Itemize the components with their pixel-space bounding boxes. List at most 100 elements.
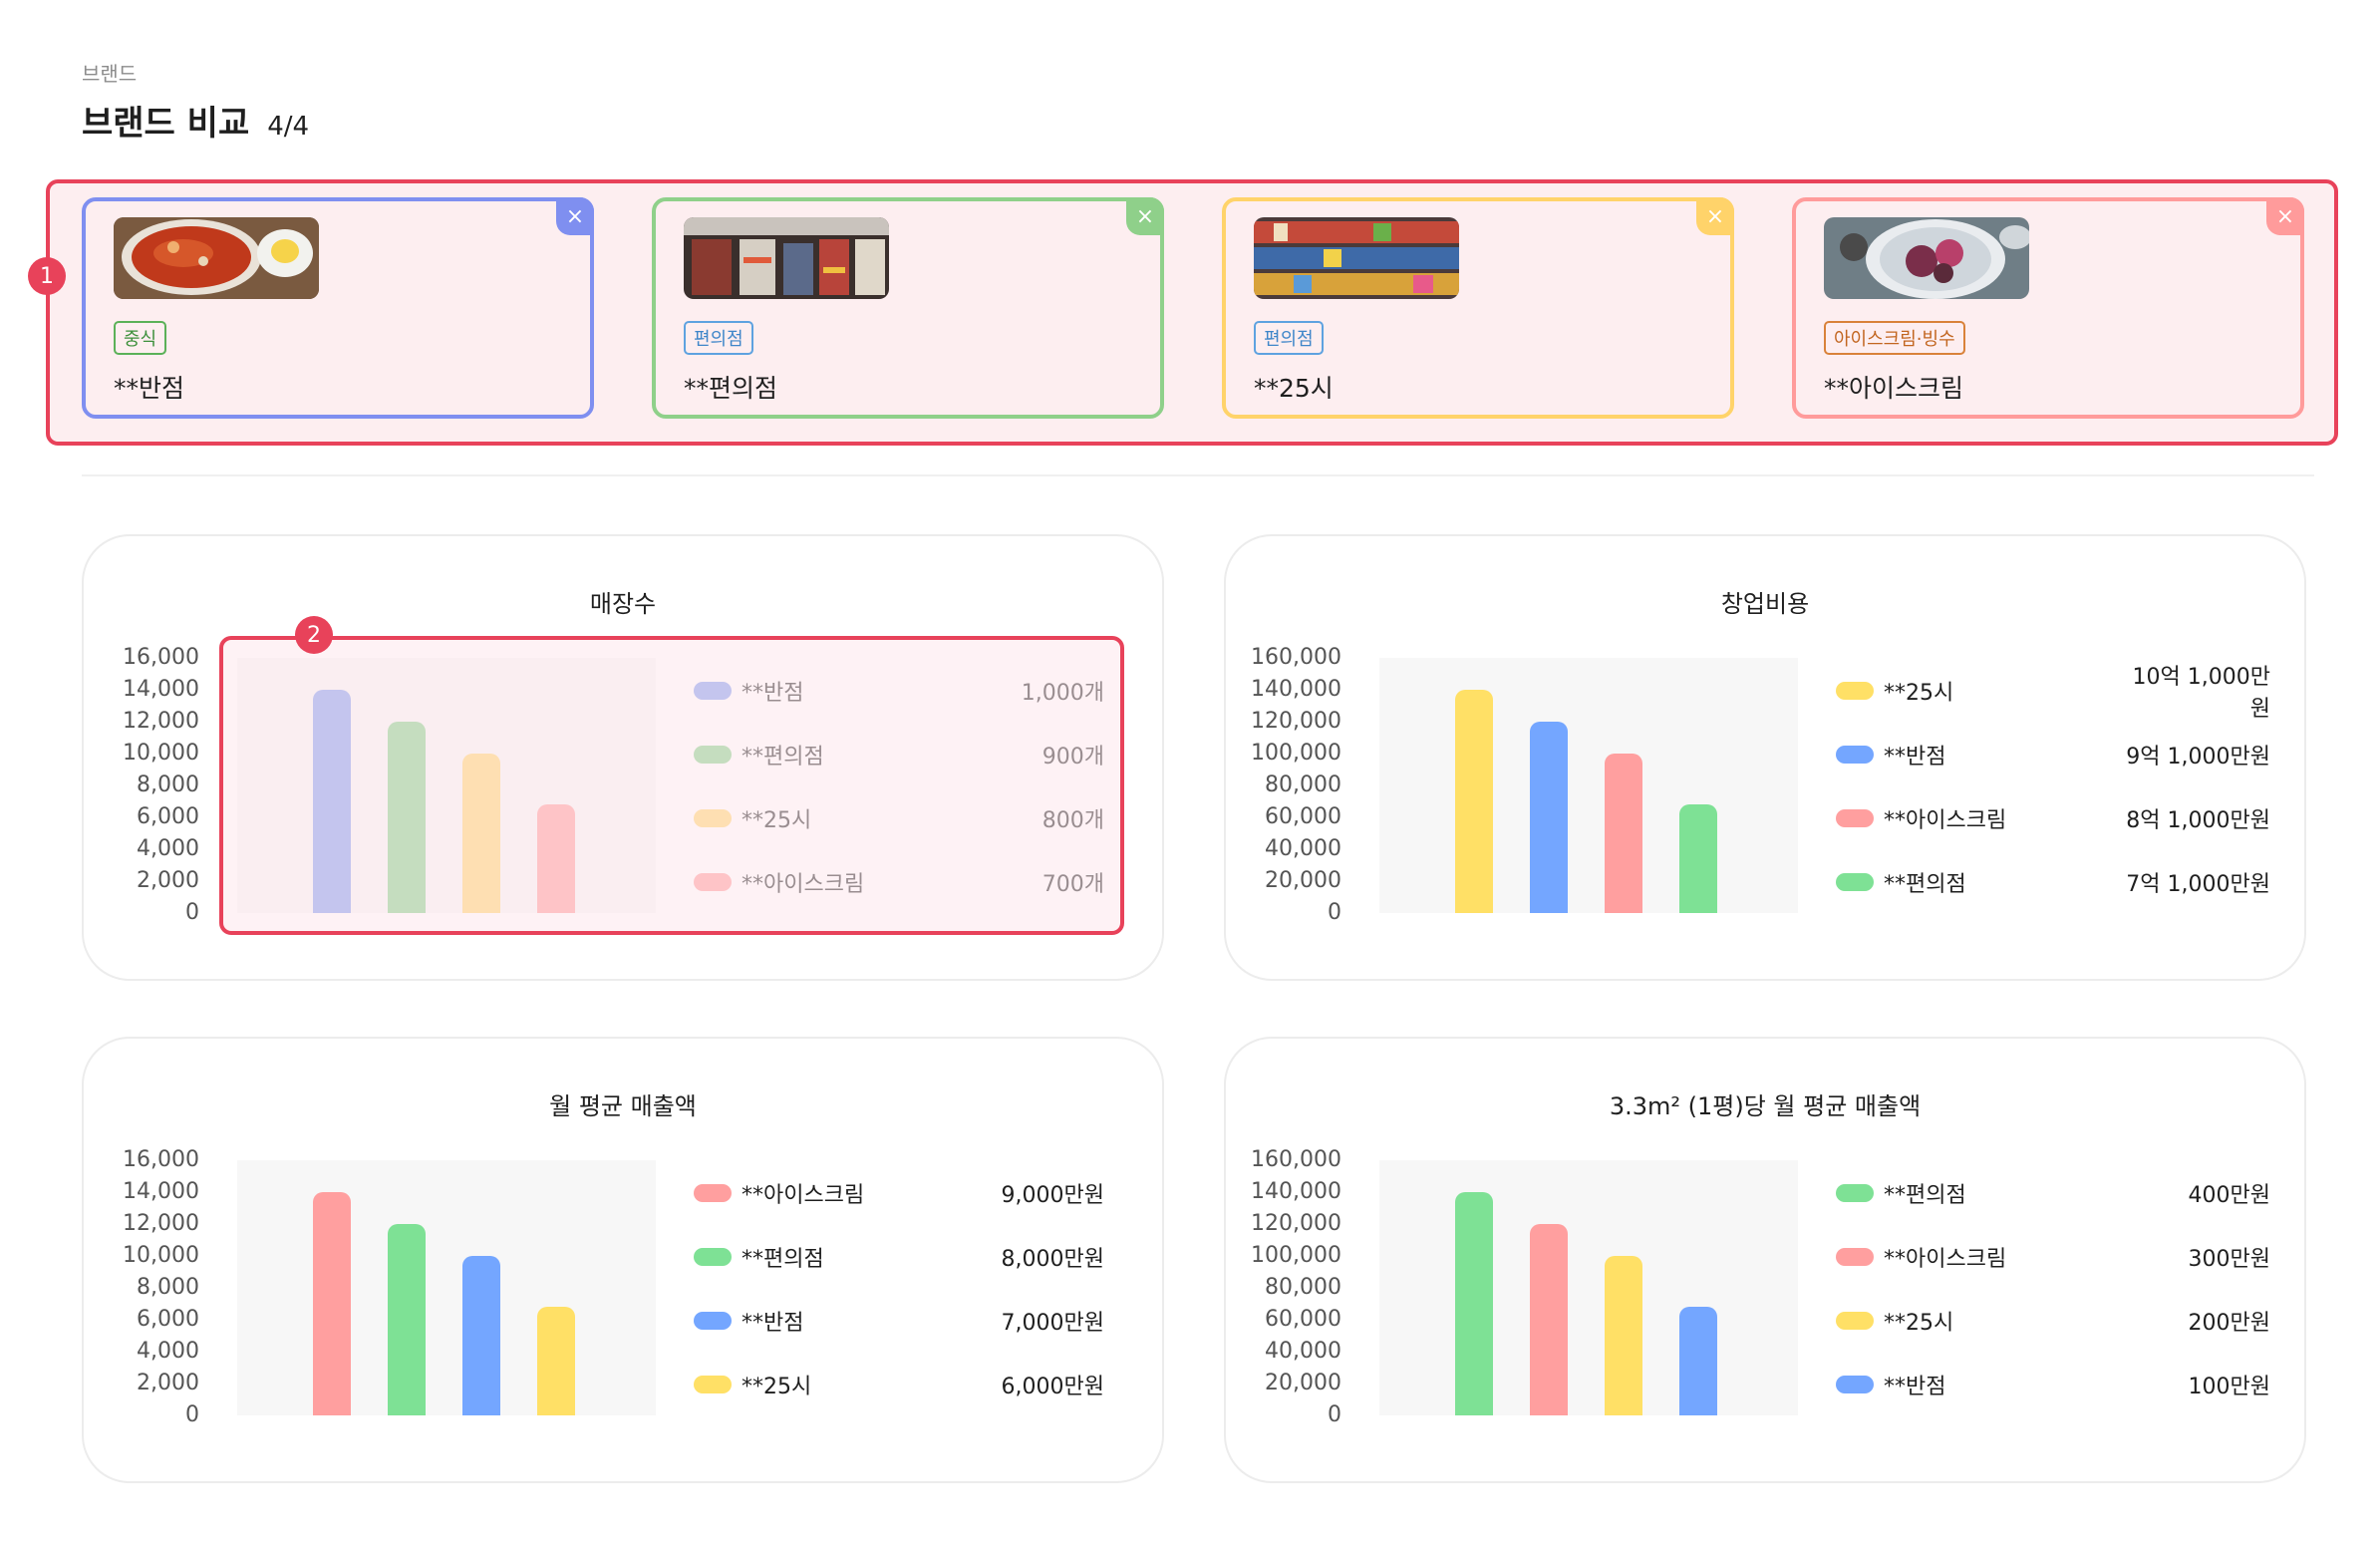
y-tick-label: 20,000 [1265, 868, 1341, 893]
chart-title: 창업비용 [1720, 590, 1810, 618]
close-icon[interactable]: × [1696, 197, 1734, 235]
y-tick-label: 14,000 [123, 1179, 199, 1204]
y-tick-label: 8,000 [137, 772, 199, 797]
legend-label: **편의점 [742, 1247, 824, 1272]
plot-area [1379, 658, 1798, 913]
legend-item: **반점 7,000만원 [694, 1306, 1104, 1336]
brand-card[interactable]: 편의점 **25시 × [1222, 197, 1734, 419]
legend-swatch [1836, 1376, 1874, 1393]
annotation-highlight-2 [219, 636, 1124, 935]
y-tick-label: 40,000 [1265, 836, 1341, 861]
y-tick-label: 4,000 [137, 1339, 199, 1364]
legend-swatch [1836, 1184, 1874, 1202]
y-tick-label: 8,000 [137, 1275, 199, 1300]
breadcrumb: 브랜드 [82, 62, 138, 86]
bar[interactable] [1455, 690, 1493, 913]
brand-category-tag: 편의점 [684, 321, 753, 355]
chart-card-monthly-sales: 월 평균 매출액 16,000 14,000 12,000 10,000 8,000 6,… [82, 1037, 1164, 1483]
legend-value: 9,000만원 [1001, 1183, 1104, 1208]
legend-label: **아이스크림 [1884, 1247, 2007, 1272]
close-icon[interactable]: × [556, 197, 594, 235]
legend-swatch [1836, 873, 1874, 891]
legend-value: 8억 1,000만원 [2126, 808, 2270, 833]
y-tick-label: 6,000 [137, 804, 199, 829]
annotation-badge-1: 1 [28, 257, 66, 295]
page-header: 브랜드 비교 4/4 [82, 96, 309, 145]
noodle-soup-photo [114, 217, 319, 299]
legend-label: **반점 [1884, 1375, 1946, 1399]
legend-swatch [694, 1248, 732, 1266]
page-title: 브랜드 비교 [82, 104, 250, 144]
legend-item: **반점 100만원 [1836, 1370, 2270, 1399]
y-tick-label: 14,000 [123, 677, 199, 702]
bar[interactable] [1605, 754, 1642, 913]
legend-label: **반점 [742, 1311, 804, 1336]
y-tick-label: 0 [1328, 1402, 1341, 1427]
y-tick-label: 160,000 [1251, 1147, 1341, 1172]
bar[interactable] [1679, 1307, 1717, 1415]
brand-category-tag: 편의점 [1254, 321, 1324, 355]
legend-label: **25시 [742, 1375, 812, 1399]
brand-category-tag: 중식 [114, 321, 167, 355]
brand-card[interactable]: 중식 **반점 × [82, 197, 594, 419]
bar[interactable] [462, 1256, 500, 1415]
legend-label: **아이스크림 [742, 1183, 865, 1208]
legend-swatch [694, 1312, 732, 1330]
legend-value: 7억 1,000만원 [2126, 872, 2270, 897]
bar[interactable] [1605, 1256, 1642, 1415]
legend-item: **아이스크림 9,000만원 [694, 1178, 1104, 1208]
plot-area [1379, 1160, 1798, 1415]
y-tick-label: 6,000 [137, 1307, 199, 1332]
legend-label: **아이스크림 [1884, 808, 2007, 833]
close-icon[interactable]: × [2266, 197, 2304, 235]
legend-value: 200만원 [2188, 1311, 2270, 1336]
convenience-store-photo [684, 217, 889, 299]
y-tick-label: 0 [185, 900, 199, 925]
bar[interactable] [1530, 1224, 1568, 1415]
chart-title: 3.3m² (1평)당 월 평균 매출액 [1609, 1092, 1922, 1120]
legend-item: **아이스크림 300만원 [1836, 1242, 2270, 1272]
legend-value: 10억 1,000만원 [2132, 665, 2270, 722]
legend-item: **편의점 7억 1,000만원 [1836, 867, 2270, 897]
y-tick-label: 100,000 [1251, 741, 1341, 766]
brand-category-tag: 아이스크림·빙수 [1824, 321, 1965, 355]
y-tick-label: 120,000 [1251, 709, 1341, 734]
y-tick-label: 2,000 [137, 1371, 199, 1395]
legend-value: 100만원 [2188, 1375, 2270, 1399]
y-tick-label: 40,000 [1265, 1339, 1341, 1364]
bar[interactable] [1679, 804, 1717, 913]
legend-label: **25시 [1884, 1311, 1954, 1336]
bar[interactable] [1530, 722, 1568, 913]
y-tick-label: 80,000 [1265, 772, 1341, 797]
brand-name: **25시 [1254, 374, 1334, 403]
plot-area [237, 1160, 656, 1415]
y-tick-label: 140,000 [1251, 677, 1341, 702]
brand-card[interactable]: 아이스크림·빙수 **아이스크림 × [1792, 197, 2304, 419]
bar[interactable] [1455, 1192, 1493, 1415]
legend-item: **25시 10억 1,000만원 [1836, 665, 2270, 722]
y-tick-label: 4,000 [137, 836, 199, 861]
bar[interactable] [313, 1192, 351, 1415]
y-tick-label: 12,000 [123, 1211, 199, 1236]
chart-card-sales-per-pyeong: 3.3m² (1평)당 월 평균 매출액 160,000 140,000 120,0… [1224, 1037, 2306, 1483]
bar[interactable] [388, 1224, 426, 1415]
y-tick-label: 16,000 [123, 645, 199, 670]
store-shelves-photo [1254, 217, 1459, 299]
brand-name: **아이스크림 [1824, 374, 1964, 403]
legend-value: 6,000만원 [1001, 1375, 1104, 1399]
ice-cream-bowl-photo [1824, 217, 2029, 299]
legend-swatch [1836, 746, 1874, 764]
brand-card[interactable]: 편의점 **편의점 × [652, 197, 1164, 419]
y-tick-label: 16,000 [123, 1147, 199, 1172]
brand-count: 4/4 [267, 112, 310, 142]
annotation-badge-2: 2 [295, 616, 333, 654]
close-icon[interactable]: × [1126, 197, 1164, 235]
legend-swatch [694, 1376, 732, 1393]
legend-item: **25시 200만원 [1836, 1306, 2270, 1336]
legend-label: **편의점 [1884, 1183, 1966, 1208]
y-tick-label: 160,000 [1251, 645, 1341, 670]
legend-swatch [1836, 809, 1874, 827]
y-tick-label: 20,000 [1265, 1371, 1341, 1395]
legend-swatch [1836, 1312, 1874, 1330]
bar[interactable] [537, 1307, 575, 1415]
